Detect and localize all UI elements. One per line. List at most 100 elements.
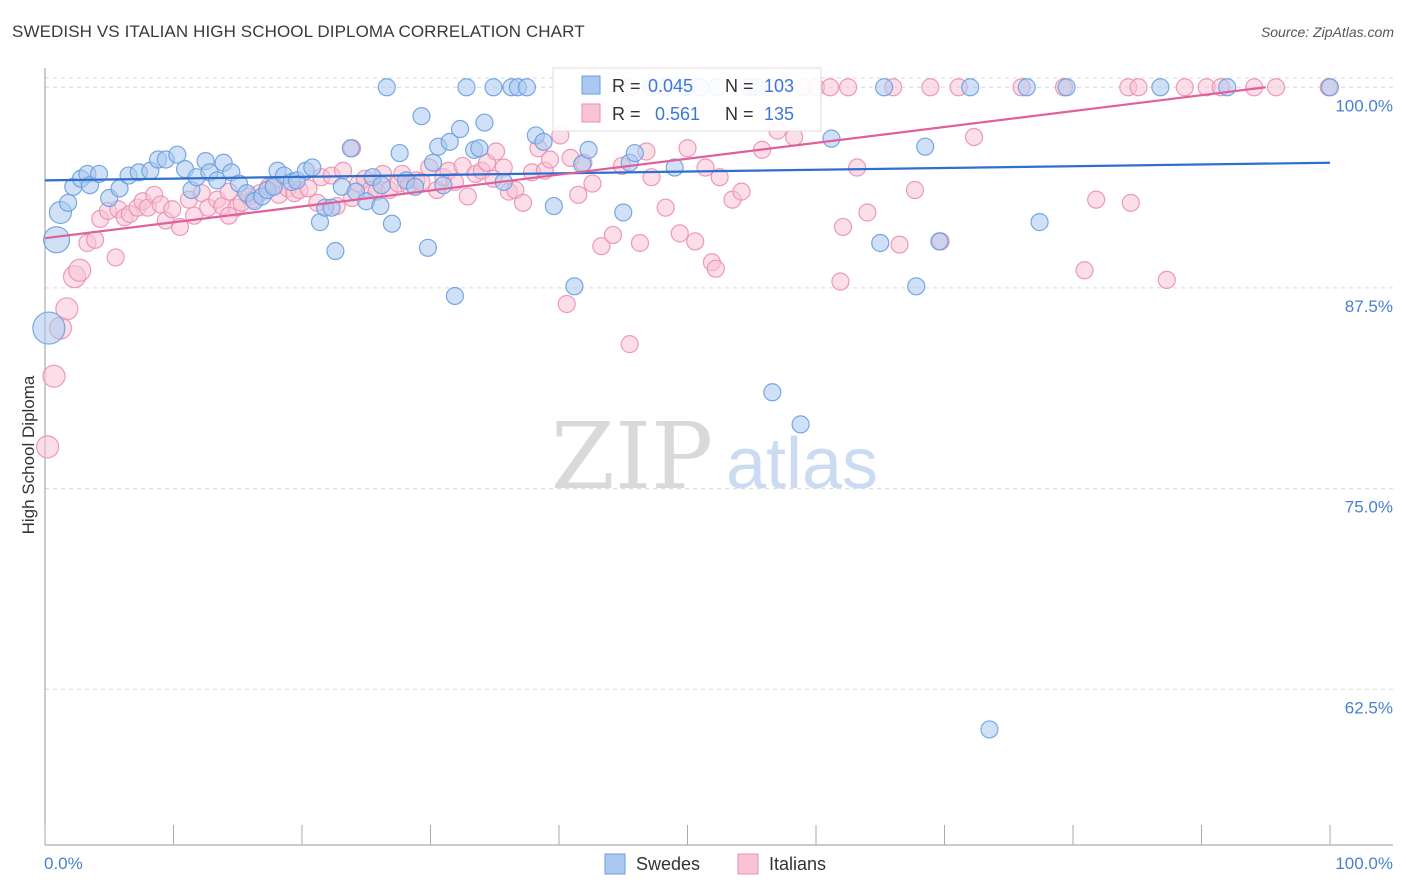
swede-point xyxy=(440,132,459,151)
italian-point xyxy=(458,187,477,206)
stats-italians-n: 135 xyxy=(764,104,794,124)
swede-point xyxy=(371,196,390,216)
italian-point xyxy=(678,139,697,158)
italian-point xyxy=(1075,261,1094,280)
swede-point xyxy=(763,383,782,402)
italian-point xyxy=(1121,193,1140,212)
italian-point xyxy=(513,193,533,212)
legend-swatch-swedes xyxy=(604,853,626,875)
swede-point xyxy=(517,78,536,97)
italian-point xyxy=(1175,78,1194,97)
swede-point xyxy=(1057,78,1076,97)
italian-point xyxy=(620,335,639,354)
swede-point xyxy=(470,139,489,158)
swede-point xyxy=(372,176,391,195)
stats-swatch-italians xyxy=(581,103,601,123)
italian-point xyxy=(86,230,105,249)
swede-point xyxy=(450,119,470,139)
italian-point xyxy=(858,203,877,222)
y-tick-labels: 62.5% 75.0% 87.5% 100.0% xyxy=(1335,96,1393,717)
italian-point xyxy=(163,200,182,219)
legend-swatch-italians xyxy=(737,853,759,875)
italian-point xyxy=(106,248,125,267)
italian-point xyxy=(670,224,689,243)
swede-point xyxy=(1151,78,1170,97)
swede-point xyxy=(534,132,553,151)
italian-point xyxy=(42,364,66,388)
swede-point xyxy=(326,241,345,261)
stats-swatch-swedes xyxy=(581,75,601,95)
swede-point xyxy=(423,153,443,172)
italian-point xyxy=(55,297,79,321)
swede-point xyxy=(382,214,402,233)
italian-point xyxy=(905,180,925,200)
stats-italians-r: 0.561 xyxy=(655,104,700,124)
swede-point xyxy=(907,277,926,296)
swede-point xyxy=(822,129,841,148)
swede-point xyxy=(980,720,999,739)
stats-swedes-r: 0.045 xyxy=(648,76,693,96)
swede-point xyxy=(377,78,396,97)
trend-line-swedes xyxy=(44,161,1331,182)
italian-point xyxy=(686,232,705,251)
italian-point xyxy=(890,235,909,254)
swede-point xyxy=(961,78,980,97)
italian-point xyxy=(1087,190,1106,209)
italian-point xyxy=(732,182,751,201)
stats-legend: R = 0.045 N = 103 R = 0.561 N = 135 xyxy=(552,67,822,132)
italian-point xyxy=(656,198,675,217)
y-tick-label: 75.0% xyxy=(1345,498,1393,517)
legend-label-swedes: Swedes xyxy=(636,854,700,874)
italian-point xyxy=(540,150,560,169)
swede-point xyxy=(871,233,890,253)
swede-point xyxy=(791,415,810,434)
swede-point xyxy=(32,311,66,345)
y-tick-label: 100.0% xyxy=(1335,96,1393,115)
swede-point xyxy=(412,107,431,126)
italian-point xyxy=(1266,78,1286,97)
x-tick-label-min: 0.0% xyxy=(44,854,83,873)
bottom-legend: Swedes Italians xyxy=(604,853,826,875)
swede-point xyxy=(59,193,78,212)
swede-point xyxy=(1320,78,1340,97)
trend-lines xyxy=(44,86,1331,240)
trend-line-italians xyxy=(44,86,1266,240)
italian-point xyxy=(630,233,650,253)
x-tick-label-max: 100.0% xyxy=(1335,854,1393,873)
italian-point xyxy=(68,258,92,282)
swede-point xyxy=(341,139,360,158)
y-axis-title: High School Diploma xyxy=(19,375,38,534)
italian-point xyxy=(848,158,867,177)
swede-point xyxy=(484,78,503,97)
swede-point xyxy=(875,78,894,97)
swede-point xyxy=(390,143,409,163)
italian-point xyxy=(706,259,725,278)
swede-point xyxy=(89,164,109,184)
italian-point xyxy=(831,272,850,291)
italian-point xyxy=(557,294,576,314)
italian-point xyxy=(821,78,840,97)
y-tick-label: 87.5% xyxy=(1345,297,1393,316)
italian-point xyxy=(486,142,506,161)
x-ticks xyxy=(44,825,1331,845)
swede-point xyxy=(544,196,563,216)
watermark-atlas: atlas xyxy=(726,424,878,504)
swede-point xyxy=(1030,213,1049,232)
swede-point xyxy=(445,286,465,306)
swede-point xyxy=(457,78,476,97)
stats-italians-r-label: R = xyxy=(612,104,641,124)
italian-point xyxy=(833,217,853,237)
source-label: Source: ZipAtlas.com xyxy=(1260,24,1394,40)
italian-point xyxy=(583,174,602,193)
italian-point xyxy=(35,435,60,459)
swede-point xyxy=(208,171,227,190)
stats-swedes-r-label: R = xyxy=(612,76,641,96)
swede-point xyxy=(434,176,453,195)
swede-point xyxy=(1017,78,1036,97)
italian-point xyxy=(710,168,729,187)
swede-point xyxy=(42,226,71,254)
swede-point xyxy=(930,232,949,251)
italian-point xyxy=(592,237,611,256)
italian-point xyxy=(1157,270,1176,290)
italian-point xyxy=(964,127,984,147)
